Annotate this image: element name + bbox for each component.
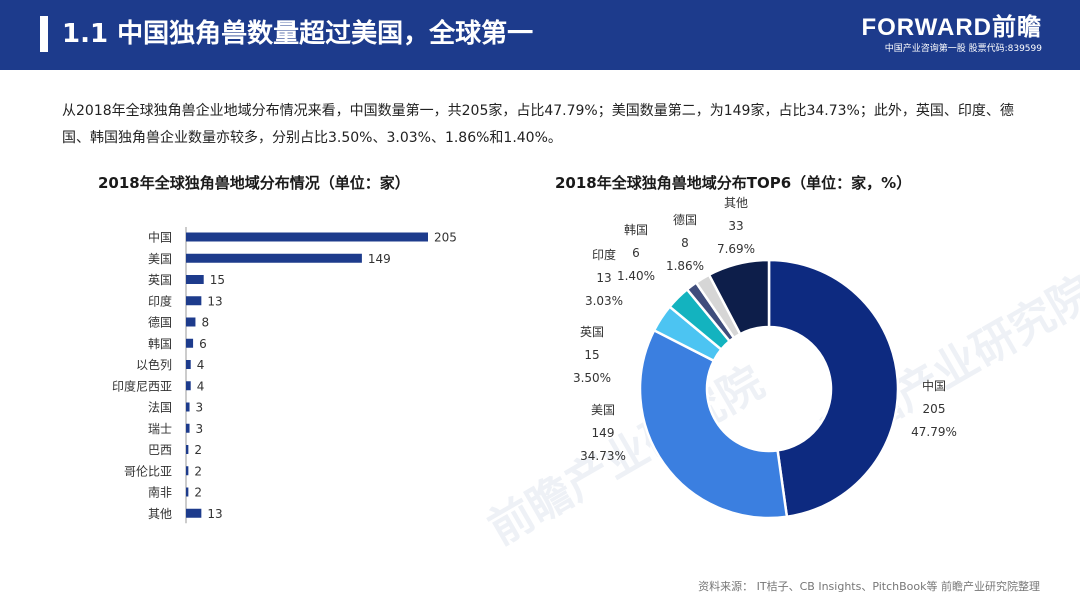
donut-value-label: 15 bbox=[584, 348, 599, 362]
bar-category-label: 英国 bbox=[148, 273, 172, 287]
bar-value-label: 15 bbox=[210, 273, 225, 287]
bar bbox=[186, 508, 202, 518]
bar-value-label: 2 bbox=[194, 486, 202, 500]
donut-value-label: 13 bbox=[596, 271, 611, 285]
bar bbox=[186, 296, 202, 306]
bar bbox=[186, 360, 191, 369]
bar-category-label: 美国 bbox=[148, 252, 172, 266]
bar bbox=[186, 487, 189, 497]
donut-slice bbox=[707, 258, 771, 336]
bar-value-label: 13 bbox=[207, 507, 222, 521]
bar-value-label: 3 bbox=[196, 401, 204, 415]
donut-label: 德国 bbox=[673, 212, 697, 227]
source-note: 资料来源： IT桔子、CB Insights、PitchBook等 前瞻产业研究… bbox=[698, 580, 1040, 593]
bar bbox=[186, 317, 196, 327]
bar-value-label: 3 bbox=[196, 422, 204, 436]
donut-label: 中国 bbox=[922, 378, 946, 393]
bar bbox=[186, 466, 189, 476]
donut-percent-label: 47.79% bbox=[911, 425, 957, 439]
bar-category-label: 南非 bbox=[148, 485, 172, 500]
bar-value-label: 4 bbox=[197, 379, 205, 393]
bar bbox=[186, 402, 190, 412]
brand-name: FORWARD前瞻 bbox=[861, 14, 1042, 41]
bar-value-label: 13 bbox=[207, 294, 222, 308]
intro-paragraph: 从2018年全球独角兽企业地域分布情况来看，中国数量第一，共205家，占比47.… bbox=[62, 103, 1014, 146]
bar-value-label: 6 bbox=[199, 337, 207, 351]
bar-category-label: 哥伦比亚 bbox=[124, 463, 172, 478]
bar bbox=[186, 338, 194, 348]
bar bbox=[186, 275, 204, 284]
donut-value-label: 33 bbox=[728, 219, 743, 233]
brand-logo: FORWARD前瞻 中国产业咨询第一股 股票代码:839599 bbox=[861, 16, 1042, 56]
bar bbox=[186, 232, 428, 242]
donut-label: 印度 bbox=[592, 247, 616, 262]
donut-slice bbox=[767, 258, 900, 519]
donut-value-label: 6 bbox=[632, 246, 640, 260]
bar bbox=[186, 381, 191, 391]
donut-value-label: 8 bbox=[681, 236, 689, 250]
donut-value-label: 149 bbox=[592, 426, 615, 440]
bar-value-label: 8 bbox=[201, 316, 209, 330]
bar-category-label: 以色列 bbox=[136, 358, 172, 372]
donut-label: 其他 bbox=[724, 196, 748, 210]
title-accent-bar bbox=[40, 16, 48, 52]
donut-percent-label: 34.73% bbox=[580, 449, 626, 463]
bar bbox=[186, 423, 190, 433]
bar bbox=[186, 253, 362, 263]
donut-percent-label: 1.86% bbox=[666, 259, 704, 273]
header-bar: 1.1 中国独角兽数量超过美国，全球第一 FORWARD前瞻 中国产业咨询第一股… bbox=[0, 0, 1080, 70]
donut-percent-label: 3.50% bbox=[573, 371, 611, 385]
donut-value-label: 205 bbox=[923, 402, 946, 416]
bar-category-label: 德国 bbox=[148, 315, 172, 330]
bar-chart-title: 2018年全球独角兽地域分布情况（单位：家） bbox=[98, 174, 410, 192]
donut-percent-label: 1.40% bbox=[617, 269, 655, 283]
donut-label: 美国 bbox=[591, 403, 615, 417]
bar-value-label: 2 bbox=[194, 464, 202, 478]
bar-category-label: 其他 bbox=[148, 507, 172, 521]
bar-category-label: 法国 bbox=[148, 401, 172, 415]
bar-category-label: 印度尼西亚 bbox=[112, 378, 172, 393]
bar-category-label: 印度 bbox=[148, 293, 172, 308]
bar-category-label: 瑞士 bbox=[148, 422, 172, 436]
bar-category-label: 巴西 bbox=[148, 443, 172, 457]
bar-category-label: 中国 bbox=[148, 230, 172, 245]
bar-value-label: 4 bbox=[197, 358, 205, 372]
page-title: 1.1 中国独角兽数量超过美国，全球第一 bbox=[62, 19, 534, 49]
donut-label: 英国 bbox=[580, 325, 604, 339]
donut-slice bbox=[638, 328, 789, 520]
brand-subtitle: 中国产业咨询第一股 股票代码:839599 bbox=[884, 44, 1042, 54]
bar-value-label: 149 bbox=[368, 252, 391, 266]
bar-value-label: 2 bbox=[194, 443, 202, 457]
bar bbox=[186, 445, 189, 454]
donut-label: 韩国 bbox=[624, 222, 648, 237]
bar-value-label: 205 bbox=[434, 231, 457, 245]
bar-category-label: 韩国 bbox=[148, 336, 172, 351]
donut-percent-label: 3.03% bbox=[585, 294, 623, 308]
donut-percent-label: 7.69% bbox=[717, 242, 755, 256]
pie-chart-title: 2018年全球独角兽地域分布TOP6（单位：家，%） bbox=[555, 174, 912, 192]
